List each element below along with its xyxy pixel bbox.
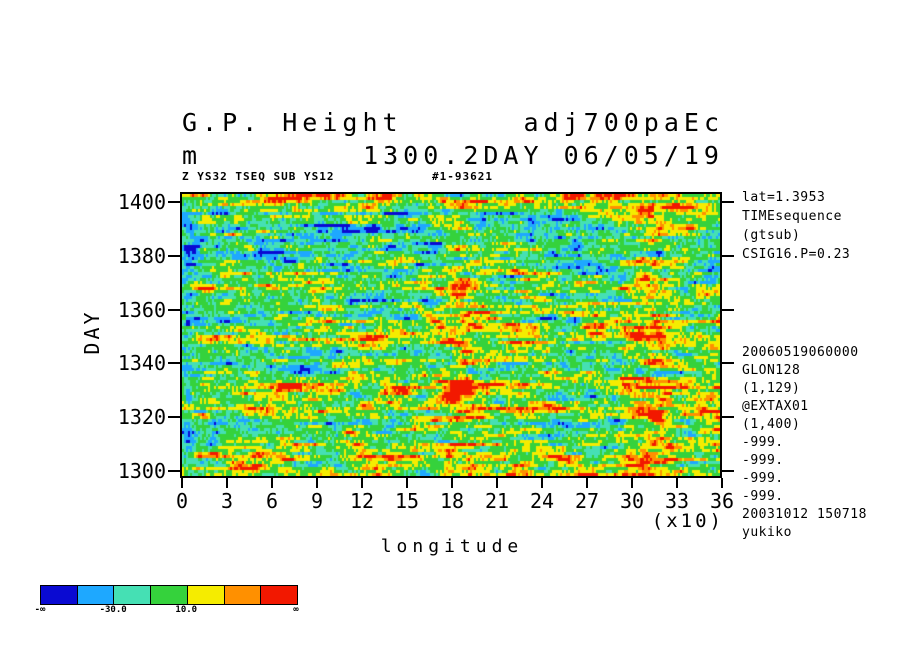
plot-area <box>180 192 722 478</box>
x-tick-label: 3 <box>220 489 234 513</box>
colorbar-segment <box>113 586 151 604</box>
colorbar-segment <box>223 586 261 604</box>
heatmap-canvas <box>182 194 720 476</box>
x-tick-label: 6 <box>265 489 279 513</box>
colorbar-tick-label: -30.0 <box>99 605 127 615</box>
x-tick-label: 9 <box>310 489 324 513</box>
side-note-line: (1,129) <box>742 381 801 396</box>
units-label: m <box>182 141 203 170</box>
x-tick-mark <box>271 478 273 488</box>
x-tick-label: 24 <box>529 489 555 513</box>
x-tick-label: 0 <box>175 489 189 513</box>
side-note-line: (1,400) <box>742 417 801 432</box>
side-note-line: -999. <box>742 453 784 468</box>
y-tick-label: 1320 <box>117 405 166 430</box>
y-tick-mark-left <box>168 470 180 472</box>
x-tick-mark <box>496 478 498 488</box>
side-note-line: -999. <box>742 471 784 486</box>
x-tick-mark <box>631 478 633 488</box>
side-note-line: yukiko <box>742 525 792 540</box>
y-tick-label: 1380 <box>117 243 166 268</box>
x-tick-mark <box>361 478 363 488</box>
y-tick-mark-right <box>722 470 734 472</box>
x-tick-label: 33 <box>664 489 690 513</box>
x-tick-mark <box>226 478 228 488</box>
x-tick-mark <box>541 478 543 488</box>
y-tick-label: 1340 <box>117 351 166 376</box>
y-tick-mark-left <box>168 201 180 203</box>
side-note-line: 20031012 150718 <box>742 507 867 522</box>
y-tick-mark-right <box>722 416 734 419</box>
x-tick-label: 27 <box>574 489 600 513</box>
colorbar-segment <box>260 586 298 604</box>
colorbar-tick-label: ∞ <box>293 605 299 615</box>
y-tick-mark-left <box>168 308 180 311</box>
x-tick-mark <box>181 478 183 488</box>
meta-run-id: #1-93621 <box>432 170 493 183</box>
x-tick-mark <box>586 478 588 488</box>
colorbar-segment <box>186 586 224 604</box>
x-axis-label: longitude <box>380 536 524 557</box>
y-tick-mark-left <box>168 416 180 419</box>
colorbar-segment <box>76 586 114 604</box>
y-tick-label: 1300 <box>117 459 166 483</box>
colorbar-tick-label: -∞ <box>34 605 46 615</box>
experiment-title: adj700paEc <box>523 108 724 137</box>
colorbar-segment <box>41 586 77 604</box>
subtitle-date: 1300.2DAY 06/05/19 <box>363 141 724 170</box>
x-tick-mark <box>316 478 318 488</box>
x-tick-mark <box>451 478 453 488</box>
side-notes-top: lat=1.3953 TIMEsequence (gtsub) CSIG16.P=0.… <box>742 188 850 264</box>
side-note-line: GLON128 <box>742 363 801 378</box>
x-tick-label: 30 <box>619 489 645 513</box>
side-note-line: lat=1.3953 <box>742 190 826 205</box>
side-note-line: @EXTAX01 <box>742 399 809 414</box>
y-tick-mark-right <box>722 254 734 257</box>
side-note-line: -999. <box>742 489 784 504</box>
x-scale-note: (x10) <box>651 510 724 532</box>
side-note-line: CSIG16.P=0.23 <box>742 247 851 262</box>
y-tick-mark-right <box>722 362 734 365</box>
y-tick-label: 1400 <box>117 190 166 214</box>
colorbar <box>40 585 298 605</box>
x-tick-mark <box>676 478 678 488</box>
x-tick-mark <box>721 478 723 488</box>
x-tick-label: 15 <box>394 489 420 513</box>
x-tick-label: 36 <box>709 489 735 513</box>
colorbar-tick-label: 10.0 <box>175 605 198 615</box>
y-tick-mark-left <box>168 254 180 257</box>
side-note-line: -999. <box>742 435 784 450</box>
side-note-line: TIMEsequence <box>742 209 842 224</box>
y-tick-mark-left <box>168 362 180 365</box>
y-tick-mark-right <box>722 308 734 311</box>
side-note-line: 20060519060000 <box>742 345 859 360</box>
x-tick-mark <box>406 478 408 488</box>
meta-script-line: Z YS32 TSEQ SUB YS12 <box>182 170 335 183</box>
x-tick-label: 21 <box>484 489 510 513</box>
y-tick-mark-right <box>722 201 734 203</box>
side-notes-bottom: 20060519060000 GLON128 (1,129) @EXTAX01 (1,4… <box>742 344 867 542</box>
page-title: G.P. Height <box>182 108 403 137</box>
x-tick-label: 18 <box>439 489 465 513</box>
x-tick-label: 12 <box>349 489 375 513</box>
side-note-line: (gtsub) <box>742 228 801 243</box>
y-tick-label: 1360 <box>117 297 166 322</box>
colorbar-segment <box>150 586 187 604</box>
